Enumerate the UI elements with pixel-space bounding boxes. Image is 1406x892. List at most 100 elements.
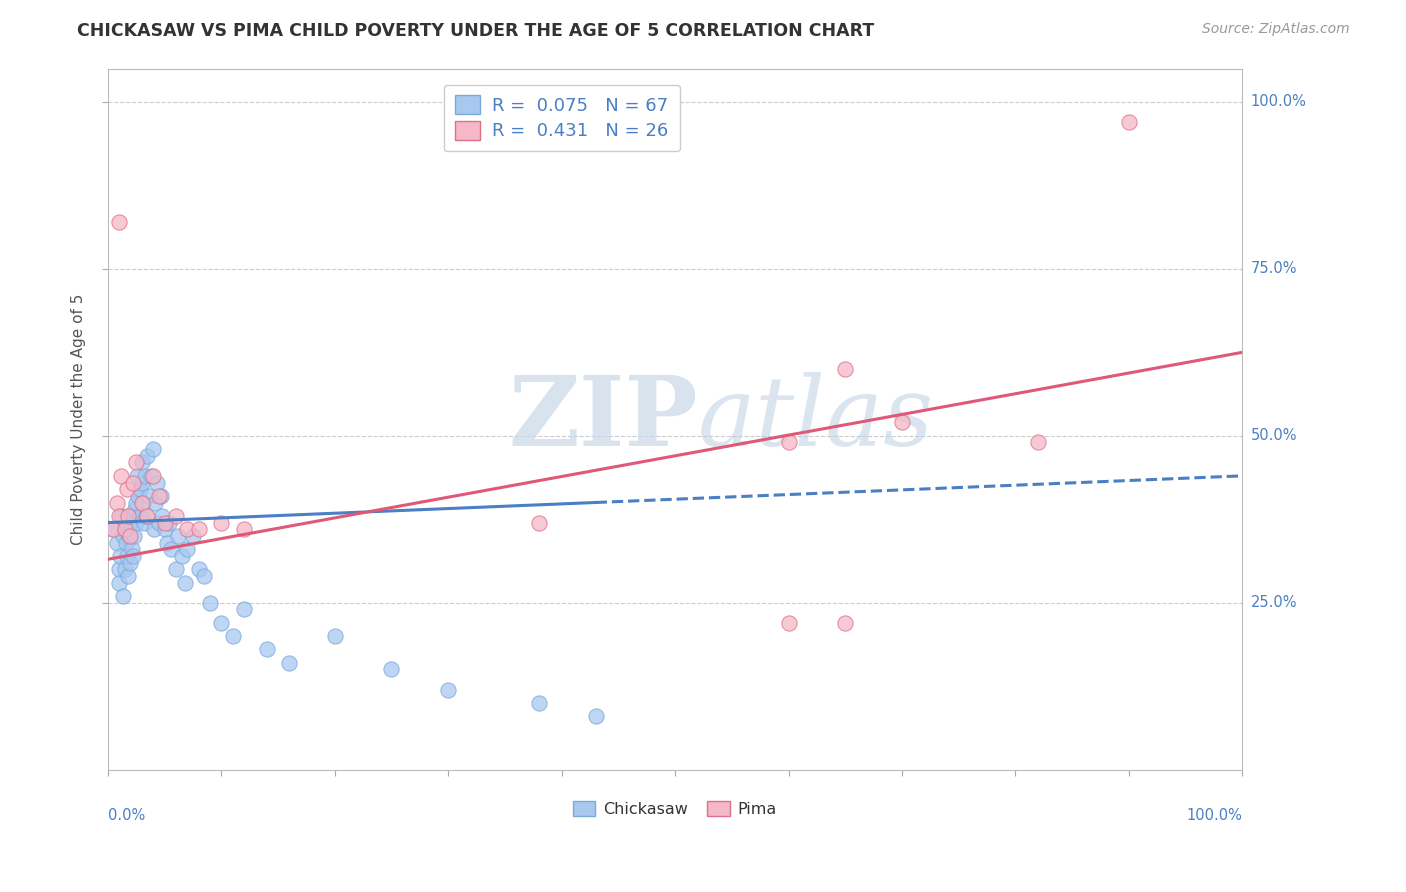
Point <box>108 575 131 590</box>
Point <box>142 468 165 483</box>
Point <box>834 362 856 376</box>
Point <box>145 495 167 509</box>
Point <box>157 516 180 530</box>
Point <box>120 516 142 530</box>
Point <box>121 549 143 563</box>
Point <box>131 455 153 469</box>
Point <box>117 508 139 523</box>
Text: 100.0%: 100.0% <box>1251 95 1306 110</box>
Text: 50.0%: 50.0% <box>1251 428 1298 443</box>
Point <box>108 508 131 523</box>
Point <box>108 562 131 576</box>
Point <box>121 475 143 490</box>
Point <box>131 495 153 509</box>
Point <box>125 516 148 530</box>
Point <box>165 562 187 576</box>
Point <box>150 489 173 503</box>
Point <box>103 522 125 536</box>
Point <box>380 663 402 677</box>
Point <box>135 508 157 523</box>
Point <box>148 516 170 530</box>
Point <box>121 542 143 557</box>
Point <box>256 642 278 657</box>
Point <box>153 522 176 536</box>
Point <box>125 495 148 509</box>
Point <box>118 529 141 543</box>
Point <box>165 508 187 523</box>
Point <box>121 508 143 523</box>
Point <box>132 516 155 530</box>
Point <box>209 615 232 630</box>
Point <box>120 529 142 543</box>
Point <box>143 522 166 536</box>
Text: CHICKASAW VS PIMA CHILD POVERTY UNDER THE AGE OF 5 CORRELATION CHART: CHICKASAW VS PIMA CHILD POVERTY UNDER TH… <box>77 22 875 40</box>
Point <box>131 475 153 490</box>
Point <box>134 468 156 483</box>
Point <box>114 522 136 536</box>
Y-axis label: Child Poverty Under the Age of 5: Child Poverty Under the Age of 5 <box>72 293 86 545</box>
Point <box>181 529 204 543</box>
Point <box>176 542 198 557</box>
Point <box>187 522 209 536</box>
Point <box>148 489 170 503</box>
Point <box>891 416 914 430</box>
Point <box>187 562 209 576</box>
Point <box>111 529 134 543</box>
Point <box>778 615 800 630</box>
Point <box>160 542 183 557</box>
Text: 25.0%: 25.0% <box>1251 595 1298 610</box>
Point <box>103 522 125 536</box>
Point <box>153 516 176 530</box>
Point <box>170 549 193 563</box>
Point <box>527 516 550 530</box>
Point <box>221 629 243 643</box>
Point <box>198 596 221 610</box>
Point <box>145 475 167 490</box>
Point <box>232 602 254 616</box>
Point <box>527 696 550 710</box>
Point <box>585 709 607 723</box>
Point <box>174 575 197 590</box>
Point <box>125 455 148 469</box>
Point <box>139 468 162 483</box>
Point <box>437 682 460 697</box>
Point <box>114 562 136 576</box>
Point <box>120 556 142 570</box>
Point <box>127 468 149 483</box>
Point <box>156 535 179 549</box>
Text: 100.0%: 100.0% <box>1187 808 1243 823</box>
Point <box>193 569 215 583</box>
Point <box>278 656 301 670</box>
Point <box>117 508 139 523</box>
Point <box>232 522 254 536</box>
Point <box>117 569 139 583</box>
Text: atlas: atlas <box>697 372 934 467</box>
Point <box>138 489 160 503</box>
Point <box>167 529 190 543</box>
Text: 75.0%: 75.0% <box>1251 261 1298 277</box>
Point <box>105 535 128 549</box>
Point <box>834 615 856 630</box>
Point <box>136 508 159 523</box>
Point <box>122 529 145 543</box>
Point <box>110 468 132 483</box>
Point <box>128 482 150 496</box>
Point <box>150 508 173 523</box>
Point <box>136 449 159 463</box>
Point <box>115 535 138 549</box>
Point <box>115 482 138 496</box>
Point <box>110 508 132 523</box>
Point <box>1026 435 1049 450</box>
Point <box>778 435 800 450</box>
Point <box>114 522 136 536</box>
Point <box>132 495 155 509</box>
Point <box>124 502 146 516</box>
Point <box>127 489 149 503</box>
Text: ZIP: ZIP <box>509 372 697 467</box>
Point <box>105 495 128 509</box>
Text: Source: ZipAtlas.com: Source: ZipAtlas.com <box>1202 22 1350 37</box>
Point <box>110 549 132 563</box>
Point <box>111 589 134 603</box>
Point <box>128 508 150 523</box>
Point <box>108 215 131 229</box>
